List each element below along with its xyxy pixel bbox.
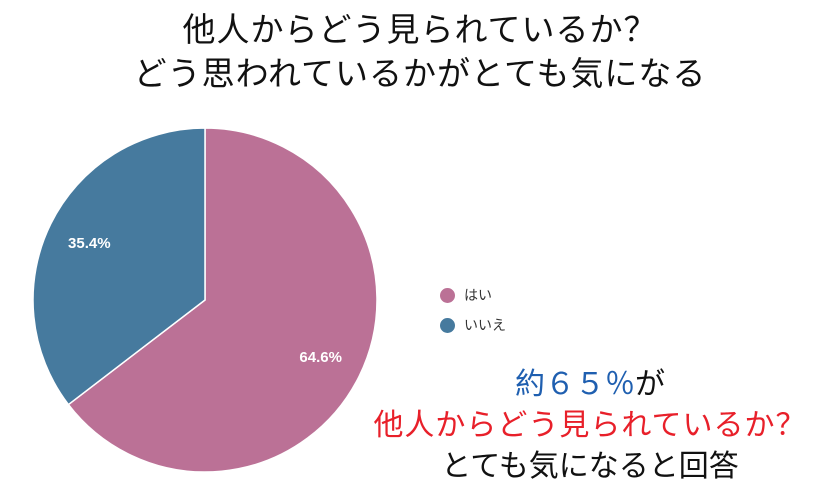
pie-slice-yes bbox=[67, 127, 378, 473]
legend-label-no: いいえ bbox=[464, 318, 506, 334]
pie-slice-no bbox=[32, 127, 206, 406]
title-line-1: 他人からどう見られているか？ bbox=[182, 10, 658, 49]
legend-item-no: いいえ bbox=[440, 310, 506, 340]
legend-label-yes: はい bbox=[464, 288, 492, 304]
caption-highlight: 他人からどう見られているか？ bbox=[373, 408, 807, 443]
caption-line-3: とても気になると回答 bbox=[441, 449, 739, 484]
caption-particle: が bbox=[635, 367, 665, 402]
slice-label-yes: 64.6% bbox=[299, 349, 342, 366]
legend-swatch-yes bbox=[440, 287, 455, 303]
summary-caption: 約６５％が 他人からどう見られているか？ とても気になると回答 bbox=[345, 364, 835, 487]
slice-label-no: 35.4% bbox=[68, 235, 111, 252]
caption-line-1: 約６５％が bbox=[345, 364, 835, 405]
legend-item-yes: はい bbox=[440, 280, 506, 310]
title-line-2: どう思われているかがとても気になる bbox=[133, 54, 707, 93]
chart-title: 他人からどう見られているか？ どう思われているかがとても気になる bbox=[0, 8, 840, 96]
legend: はい いいえ bbox=[440, 280, 506, 340]
legend-swatch-no bbox=[440, 317, 455, 333]
caption-percentage: 約６５％ bbox=[515, 367, 635, 402]
